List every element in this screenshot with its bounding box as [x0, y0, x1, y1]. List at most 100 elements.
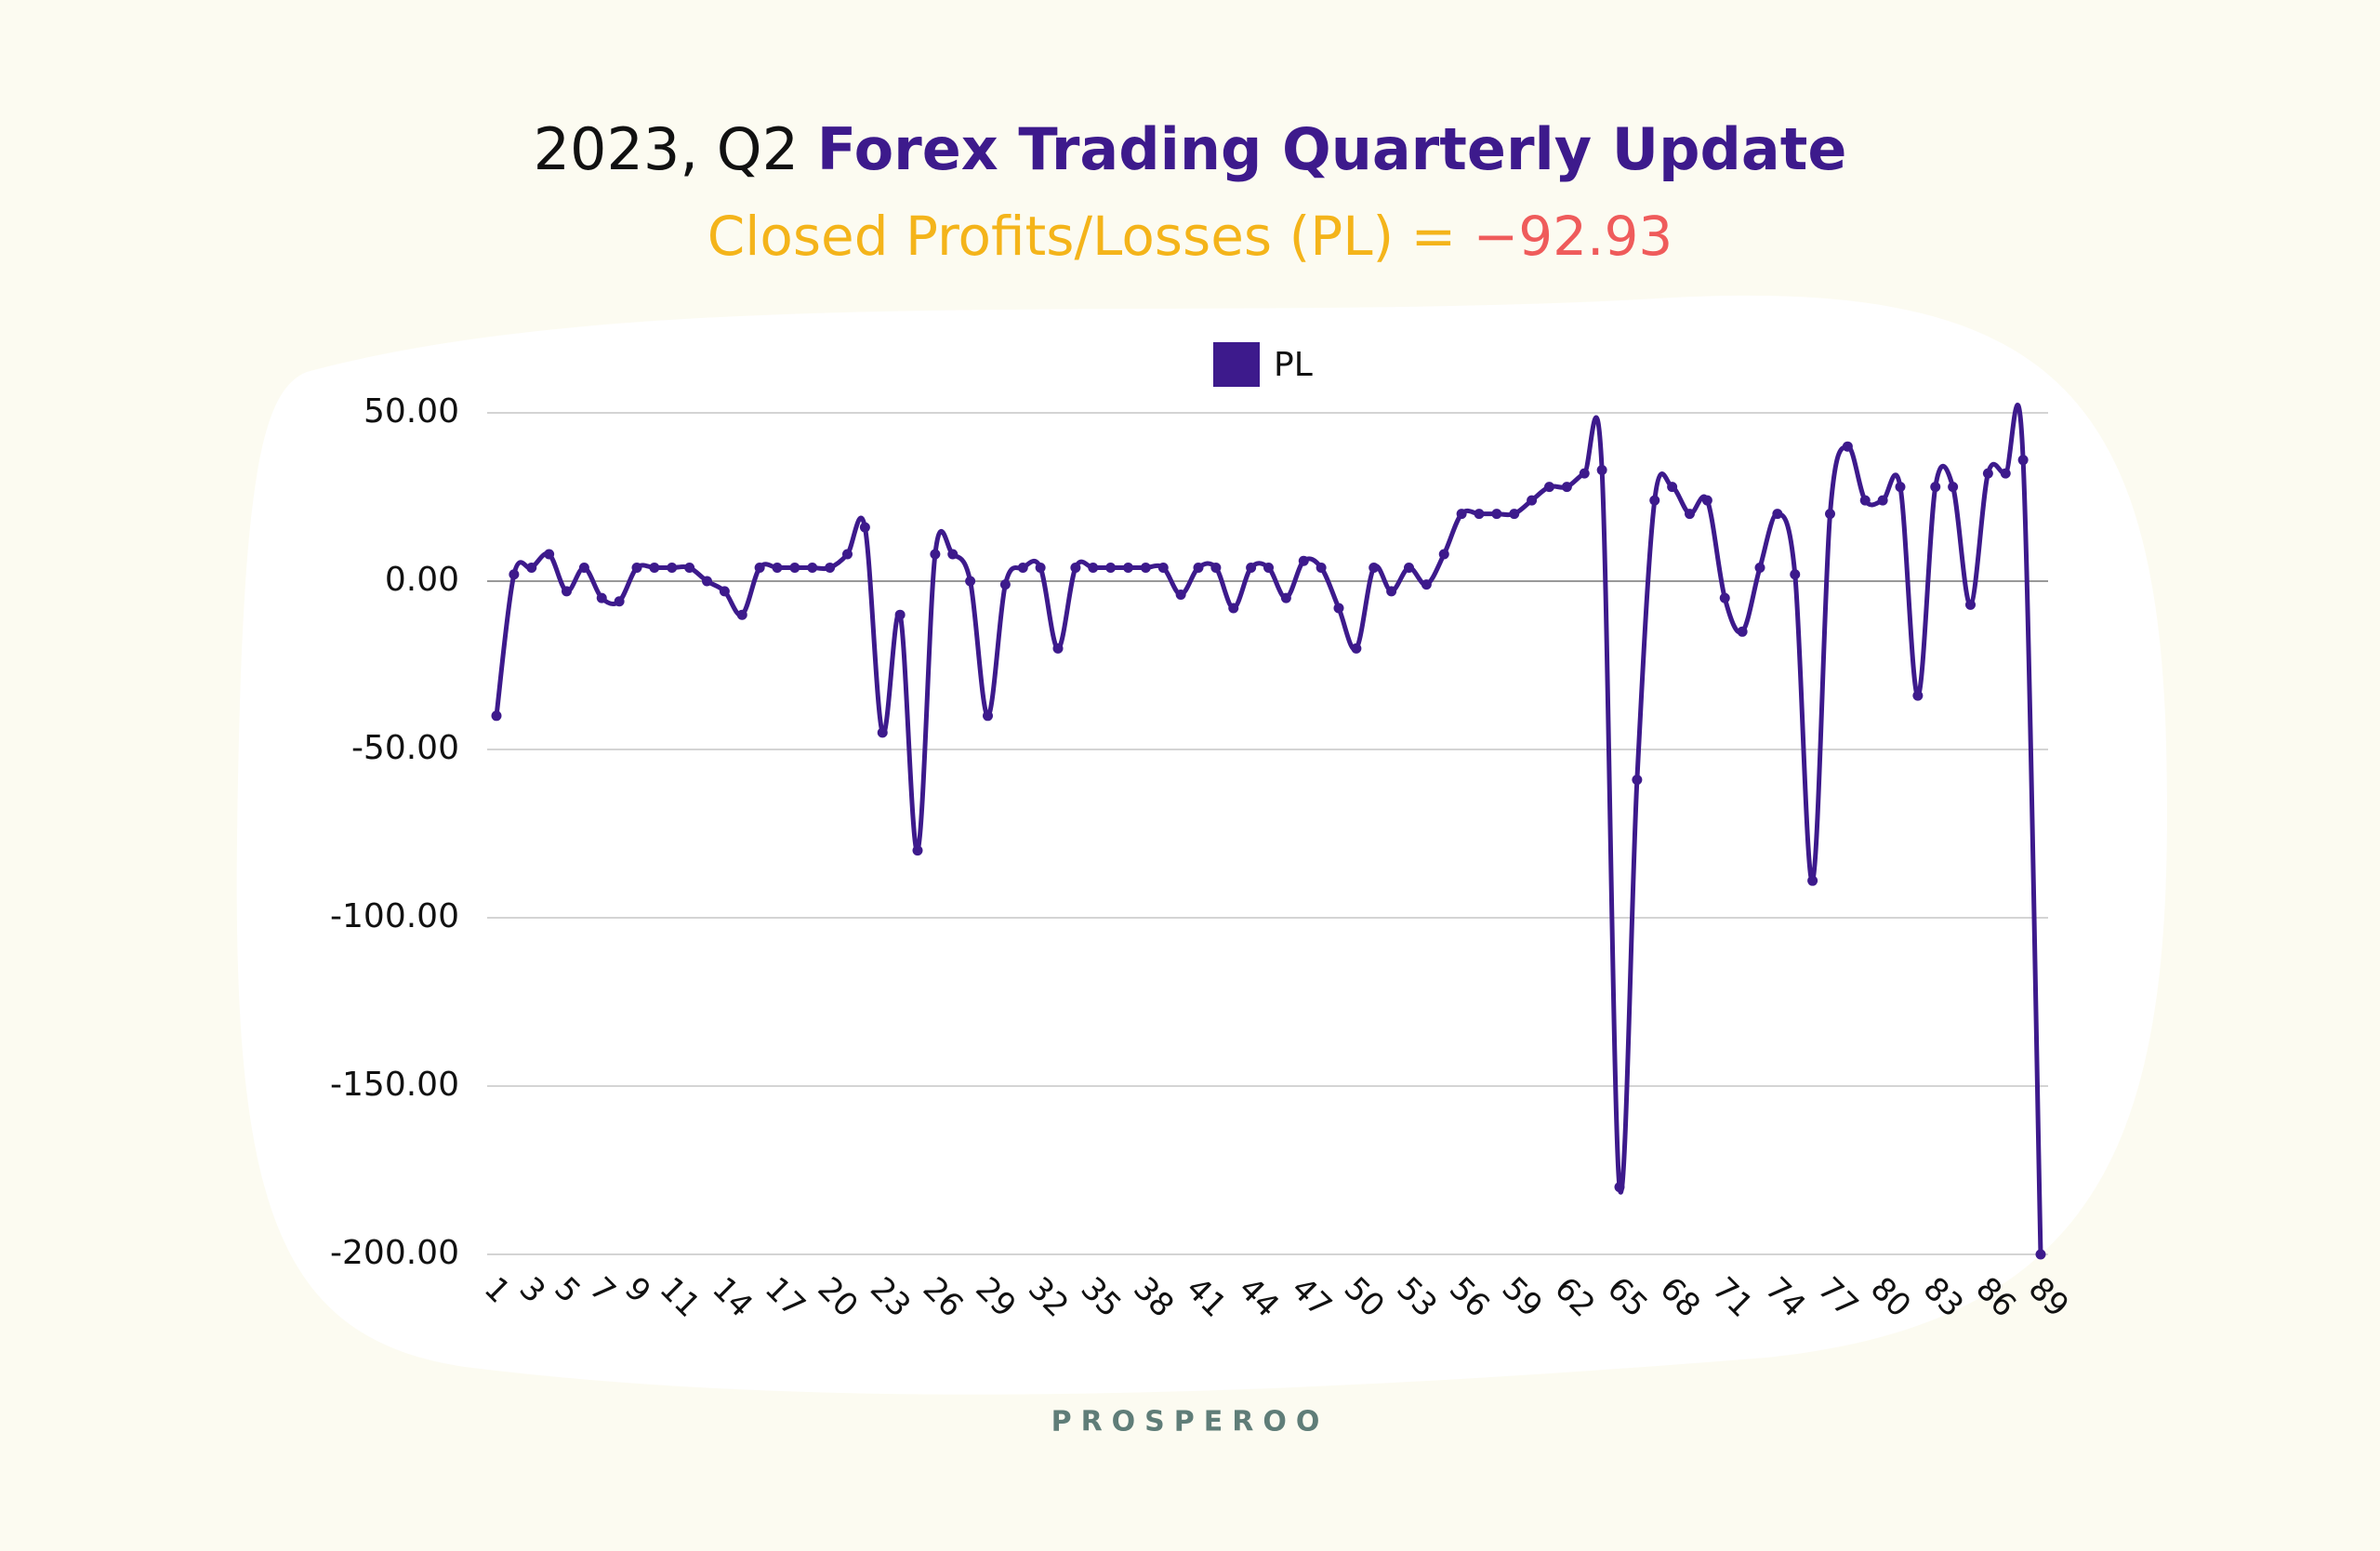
data-point — [754, 563, 765, 574]
data-point — [1509, 509, 1520, 520]
y-tick-label: -200.00 — [330, 1234, 459, 1272]
data-point — [1912, 690, 1924, 701]
data-point — [1088, 563, 1099, 574]
data-point — [1632, 775, 1643, 786]
data-point — [842, 549, 853, 560]
data-point — [2017, 455, 2029, 466]
data-point — [1017, 563, 1028, 574]
data-point — [2000, 468, 2011, 479]
data-point — [1386, 586, 1397, 597]
data-point — [859, 522, 870, 533]
data-point — [1491, 509, 1502, 520]
legend-label: PL — [1274, 346, 1313, 384]
title-prefix: 2023, Q2 — [534, 115, 799, 183]
data-point — [509, 569, 520, 580]
data-point — [1965, 599, 1976, 610]
data-point — [1175, 589, 1186, 600]
backdrop — [236, 295, 2167, 1395]
data-point — [1263, 563, 1274, 574]
data-point — [999, 579, 1011, 590]
data-point — [1737, 626, 1748, 637]
data-point — [491, 710, 502, 722]
data-point — [877, 727, 888, 738]
data-point — [1438, 549, 1449, 560]
data-point — [1948, 482, 1959, 493]
data-point — [1596, 465, 1607, 476]
data-point — [1790, 569, 1801, 580]
data-point — [736, 609, 747, 620]
data-point — [1474, 509, 1485, 520]
data-point — [1825, 509, 1835, 520]
data-point — [1421, 579, 1432, 590]
data-point — [965, 576, 976, 587]
data-point — [1351, 643, 1362, 654]
data-point — [1052, 643, 1064, 654]
data-point — [1649, 495, 1660, 506]
data-point — [667, 563, 678, 574]
y-tick-label: -150.00 — [330, 1066, 459, 1104]
footer-logo: PROSPEROO — [1051, 1406, 1329, 1438]
data-point — [2035, 1249, 2046, 1260]
legend-swatch — [1213, 342, 1260, 387]
data-point — [1579, 468, 1590, 479]
y-tick-label: -100.00 — [330, 897, 459, 935]
data-point — [1895, 482, 1906, 493]
data-point — [1333, 603, 1344, 614]
data-point — [684, 563, 695, 574]
y-tick-label: 0.00 — [385, 561, 459, 599]
data-point — [614, 596, 625, 607]
data-point — [596, 592, 607, 603]
data-point — [1193, 563, 1204, 574]
data-point — [544, 549, 555, 560]
data-point — [719, 586, 730, 597]
data-point — [789, 563, 800, 574]
data-point — [526, 563, 537, 574]
data-point — [807, 563, 818, 574]
data-point — [1140, 563, 1151, 574]
data-point — [702, 576, 712, 587]
data-point — [1667, 482, 1678, 493]
data-point — [894, 609, 906, 620]
data-point — [772, 563, 783, 574]
title-main: Forex Trading Quarterly Update — [817, 115, 1847, 183]
data-point — [1035, 563, 1046, 574]
data-point — [1754, 563, 1765, 574]
data-point — [1368, 563, 1380, 574]
y-tick-label: -50.00 — [351, 729, 459, 767]
data-point — [1842, 441, 1853, 452]
data-point — [1561, 482, 1572, 493]
data-point — [1280, 592, 1291, 603]
data-point — [1228, 603, 1239, 614]
data-point — [1614, 1182, 1625, 1193]
data-point — [1246, 563, 1257, 574]
data-point — [649, 563, 660, 574]
y-tick-label: 50.00 — [364, 392, 459, 431]
data-point — [1404, 563, 1414, 574]
data-point — [1982, 468, 1993, 479]
chart-subtitle: Closed Profits/Losses (PL) = −92.93 — [707, 205, 1673, 268]
data-point — [1772, 509, 1783, 520]
data-point — [947, 549, 959, 560]
data-point — [1930, 482, 1941, 493]
data-point — [1807, 875, 1818, 886]
data-point — [1719, 592, 1730, 603]
data-point — [1070, 563, 1081, 574]
data-point — [1123, 563, 1133, 574]
data-point — [1157, 563, 1169, 574]
data-point — [1685, 509, 1695, 520]
data-point — [1701, 495, 1712, 506]
data-point — [1210, 563, 1222, 574]
data-point — [1877, 495, 1888, 506]
chart-title: 2023, Q2 Forex Trading Quarterly Update — [534, 115, 1847, 183]
data-point — [983, 710, 993, 722]
subtitle-prefix: Closed Profits/Losses (PL) = — [707, 205, 1456, 268]
data-point — [562, 586, 572, 597]
data-point — [930, 549, 941, 560]
data-point — [631, 563, 642, 574]
data-point — [1527, 495, 1538, 506]
data-point — [1859, 495, 1871, 506]
data-point — [578, 563, 589, 574]
data-point — [1298, 555, 1309, 566]
data-point — [912, 845, 923, 856]
